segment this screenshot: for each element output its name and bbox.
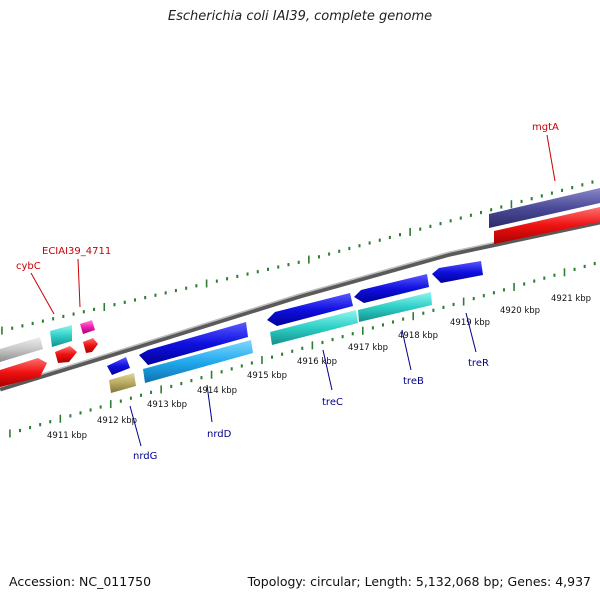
upper-tick-track <box>1 180 594 335</box>
genome-backbone <box>0 219 600 392</box>
kbp-label: 4914 kbp <box>197 386 237 396</box>
kbp-label: 4911 kbp <box>47 431 87 441</box>
gene-feature[interactable] <box>354 274 429 303</box>
gene-feature[interactable] <box>0 337 43 362</box>
gene-feature[interactable] <box>107 357 130 375</box>
accession-label: Accession: NC_011750 <box>9 574 152 589</box>
gene-feature[interactable] <box>80 320 95 334</box>
kbp-label: 4913 kbp <box>147 400 187 410</box>
gene-feature[interactable] <box>358 292 432 322</box>
gene-label-mgta[interactable]: mgtA <box>532 122 559 133</box>
gene-feature[interactable] <box>270 310 358 345</box>
kbp-label: 4918 kbp <box>398 331 438 341</box>
gene-label-cybc[interactable]: cybC <box>16 261 41 272</box>
gene-feature[interactable] <box>143 340 253 383</box>
gene-label-trec[interactable]: treC <box>322 397 343 408</box>
kbp-label: 4916 kbp <box>297 357 337 367</box>
label-leaders <box>30 134 556 447</box>
gene-labels: cybC ECIAI39_4711 mgtA nrdG nrdD treC tr… <box>16 122 559 462</box>
kbp-label: 4919 kbp <box>450 318 490 328</box>
lower-tick-track <box>9 261 596 438</box>
gene-label-eciai39-4711[interactable]: ECIAI39_4711 <box>42 246 111 257</box>
gene-feature[interactable] <box>83 338 98 353</box>
gene-feature[interactable] <box>139 322 248 365</box>
gene-feature[interactable] <box>494 207 600 244</box>
gene-label-treb[interactable]: treB <box>403 376 424 387</box>
gene-label-trer[interactable]: treR <box>468 358 489 369</box>
map-title: Escherichia coli IAI39, complete genome <box>167 9 433 24</box>
forward-strand-features <box>0 188 600 387</box>
kbp-label: 4917 kbp <box>348 343 388 353</box>
kbp-scale: 4911 kbp 4912 kbp 4913 kbp 4914 kbp 4915… <box>47 294 591 441</box>
gene-feature[interactable] <box>0 358 47 387</box>
gene-label-nrdd[interactable]: nrdD <box>207 429 232 440</box>
gene-feature[interactable] <box>432 261 483 283</box>
kbp-label: 4912 kbp <box>97 416 137 426</box>
reverse-strand-features <box>107 261 483 393</box>
gene-feature[interactable] <box>55 346 77 363</box>
gene-feature[interactable] <box>109 373 136 393</box>
kbp-label: 4921 kbp <box>551 294 591 304</box>
gene-feature[interactable] <box>50 325 72 347</box>
gene-feature[interactable] <box>267 293 353 326</box>
gene-feature[interactable] <box>489 188 600 228</box>
kbp-label: 4915 kbp <box>247 371 287 381</box>
gene-label-nrdg[interactable]: nrdG <box>133 451 157 462</box>
kbp-label: 4920 kbp <box>500 306 540 316</box>
genome-stats: Topology: circular; Length: 5,132,068 bp… <box>247 574 591 589</box>
